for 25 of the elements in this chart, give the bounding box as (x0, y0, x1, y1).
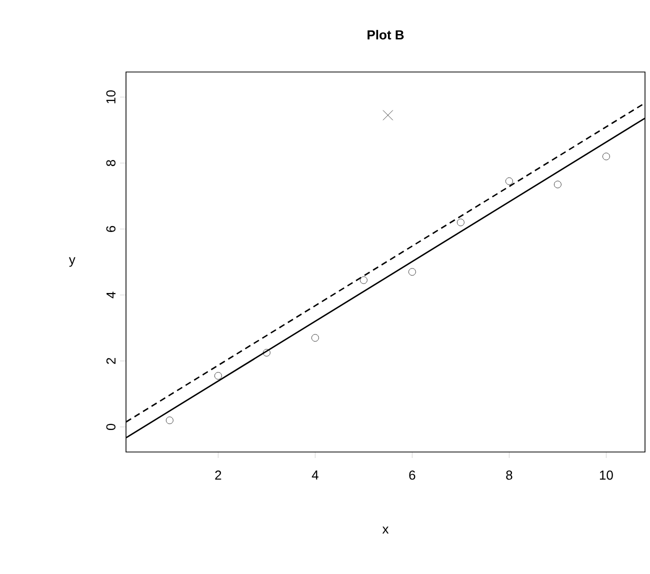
point (408, 268, 416, 276)
point (505, 177, 513, 185)
point (214, 372, 222, 380)
y-tick-label: 6 (106, 226, 116, 232)
point (360, 276, 368, 284)
chart-title: Plot B (368, 30, 404, 40)
y-tick-label: 0 (106, 424, 116, 430)
point (311, 334, 319, 342)
y-tick-label: 10 (106, 90, 116, 104)
x-tick-label: 10 (600, 470, 613, 480)
y-tick-label: 4 (106, 292, 116, 298)
x-tick-label: 8 (506, 470, 512, 480)
point (602, 152, 610, 160)
x-tick-label: 2 (215, 470, 222, 480)
point (456, 218, 464, 226)
y-tick-label: 2 (106, 358, 116, 364)
point (262, 349, 270, 356)
y-tick-label: 8 (106, 160, 116, 166)
y-axis-title: y (68, 257, 76, 267)
point (382, 110, 394, 120)
x-tick-label: 6 (409, 470, 416, 480)
point (554, 180, 562, 188)
x-tick-label: 4 (312, 470, 318, 480)
point (166, 416, 174, 424)
x-axis-title: x (382, 526, 389, 534)
